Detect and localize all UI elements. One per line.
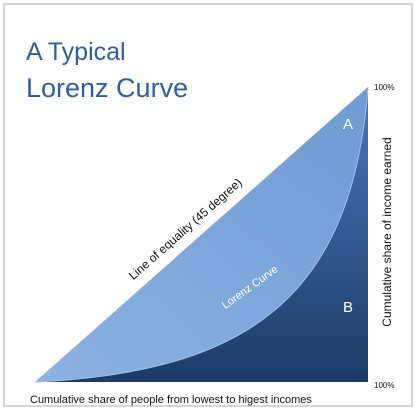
lorenz-curve: [34, 86, 369, 383]
region-b: B: [343, 299, 353, 316]
x-axis-label: Cumulative share of people from lowest t…: [30, 394, 312, 406]
x-end-label: 100%: [374, 381, 394, 390]
lorenz-area: [35, 87, 368, 382]
region-a: A: [343, 116, 353, 133]
y-axis-label: Cumulative share of income earned: [380, 137, 394, 326]
y-top-label: 100%: [374, 83, 394, 92]
title-line-1: A Typical: [26, 38, 126, 66]
title-line-2: Lorenz Curve: [26, 73, 188, 103]
